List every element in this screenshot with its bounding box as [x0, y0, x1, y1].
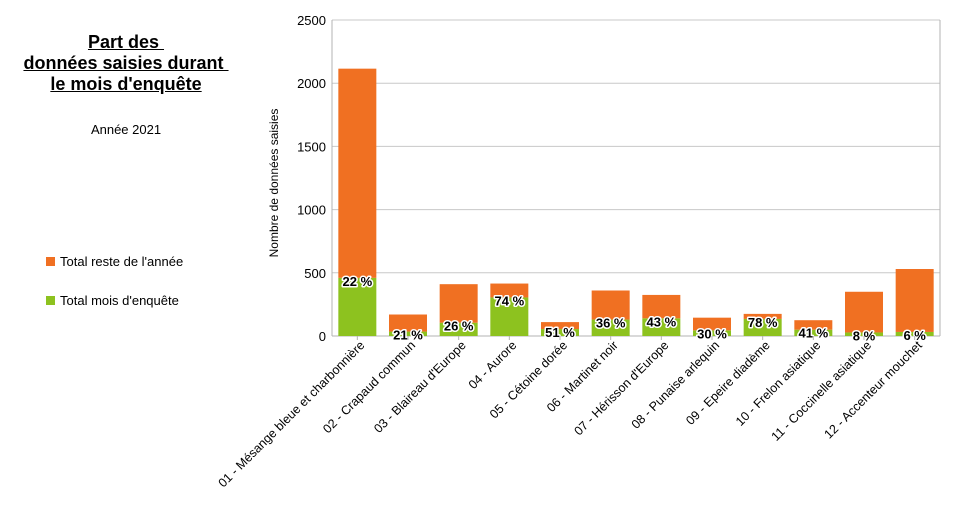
y-axis-label: Nombre de données saisies: [267, 109, 281, 258]
x-tick-label: 10 - Frelon asiatique: [733, 338, 824, 429]
bar-month-5: [541, 329, 579, 336]
data-label: 41 %: [799, 326, 829, 341]
bar-rest-6: [591, 290, 630, 320]
data-label: 43 %: [647, 314, 677, 329]
data-label: 51 %: [545, 325, 575, 340]
bar-rest-12: [895, 269, 934, 332]
bar-rest-8: [693, 317, 731, 331]
bar-month-11: [845, 332, 883, 336]
legend-swatch-rest: [46, 257, 55, 266]
y-tick-label: 2500: [297, 13, 326, 28]
data-label-outline: 43 %: [647, 314, 677, 329]
chart-subtitle: Année 2021: [90, 122, 162, 137]
data-label-outline: 36 %: [596, 316, 626, 331]
data-label-outline: 78 %: [748, 315, 778, 330]
x-tick-label: 02 - Crapaud commun: [320, 338, 418, 436]
x-tick-label: 12 - Accenteur mouchet: [822, 338, 926, 442]
chart-title-line-2: données saisies durant: [23, 53, 229, 73]
x-tick-label: 09 - Epeire diadème: [683, 338, 773, 428]
bar-month-3: [439, 322, 478, 336]
data-label-outline: 41 %: [799, 326, 829, 341]
bar-rest-9: [743, 313, 782, 319]
chart-title-line-1: Part des: [87, 32, 165, 52]
x-tick-label: 03 - Blaireau d'Europe: [371, 338, 469, 436]
data-label: 8 %: [853, 328, 876, 343]
x-tick-label: 08 - Punaise arlequin: [629, 338, 722, 431]
chart-title: Part des données saisies durant le mois …: [0, 32, 252, 95]
x-tick-label: 07 - Hérisson d'Europe: [571, 338, 671, 438]
legend-label-rest: Total reste de l'année: [60, 254, 184, 269]
legend-label-month: Total mois d'enquête: [60, 293, 179, 308]
y-tick-label: 0: [319, 329, 326, 344]
bar-month-10: [794, 329, 833, 336]
y-tick-label: 500: [304, 266, 326, 281]
y-tick-label: 2000: [297, 76, 326, 91]
bar-month-7: [642, 318, 681, 336]
data-label: 36 %: [596, 316, 626, 331]
legend-item-rest: Total reste de l'année: [46, 254, 183, 269]
data-label-outline: 8 %: [853, 328, 876, 343]
x-tick-label: 11 - Coccinelle asiatique: [769, 338, 875, 444]
data-label-outline: 30 %: [697, 326, 727, 341]
data-label-outline: 51 %: [545, 325, 575, 340]
data-label: 26 %: [444, 319, 474, 334]
data-label: 22 %: [343, 274, 373, 289]
bar-month-2: [389, 331, 427, 336]
data-label: 74 %: [495, 293, 525, 308]
bar-rest-5: [541, 322, 579, 330]
bar-month-9: [743, 318, 782, 336]
data-label-outline: 21 %: [393, 328, 423, 343]
bar-rest-3: [439, 284, 478, 323]
bar-month-4: [490, 297, 529, 336]
data-label: 78 %: [748, 315, 778, 330]
data-label-outline: 22 %: [343, 274, 373, 289]
data-label-outline: 74 %: [495, 293, 525, 308]
data-label: 30 %: [697, 326, 727, 341]
chart-title-line-3: le mois d'enquête: [50, 74, 202, 94]
y-tick-label: 1500: [297, 139, 326, 154]
bar-rest-4: [490, 283, 529, 298]
data-label-outline: 6 %: [903, 328, 926, 343]
bar-rest-2: [389, 314, 427, 332]
y-tick-label: 1000: [297, 203, 326, 218]
data-label-outline: 26 %: [444, 319, 474, 334]
bar-month-6: [591, 319, 630, 336]
bar-rest-11: [845, 291, 883, 333]
bar-rest-10: [794, 320, 833, 330]
bar-rest-7: [642, 294, 681, 319]
bar-month-12: [895, 331, 934, 336]
data-label: 6 %: [903, 328, 926, 343]
data-label: 21 %: [393, 328, 423, 343]
bar-month-8: [693, 330, 731, 336]
bar-rest-1: [338, 68, 377, 278]
legend-item-month: Total mois d'enquête: [46, 293, 179, 308]
bar-month-1: [338, 277, 377, 336]
legend-swatch-month: [46, 296, 55, 305]
x-tick-label: 04 - Aurore: [466, 338, 520, 392]
